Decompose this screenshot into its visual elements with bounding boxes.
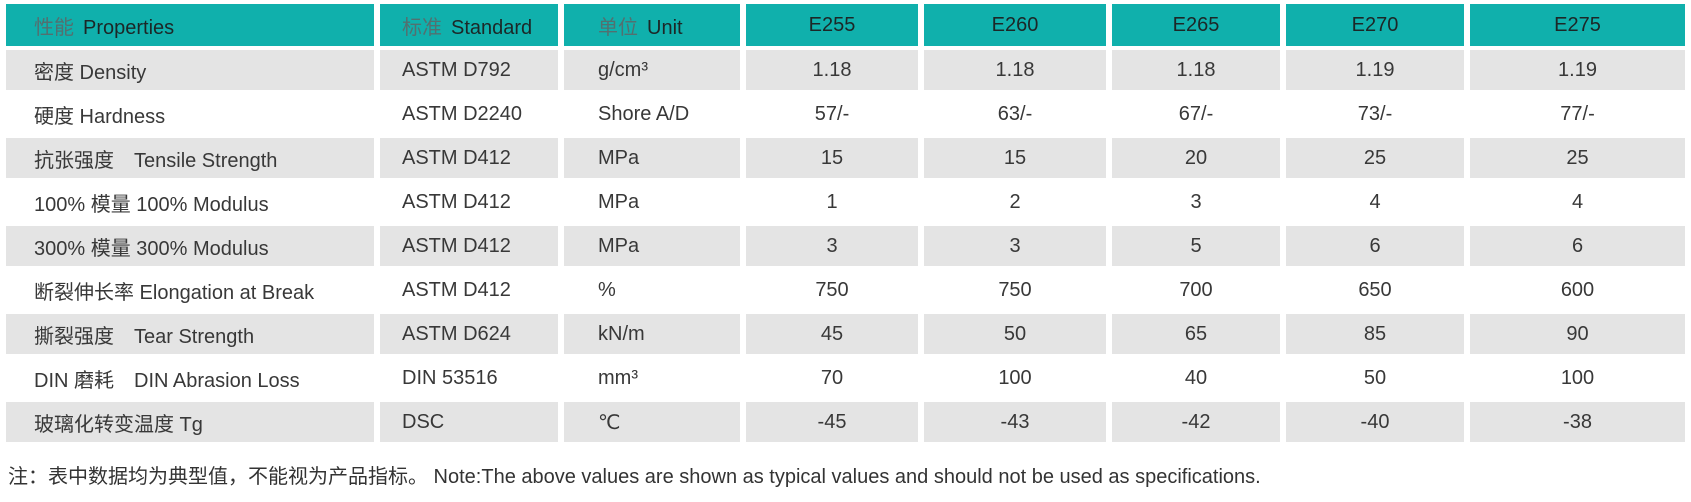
standard-cell: ASTM D624	[380, 314, 558, 354]
footnote: 注：表中数据均为典型值，不能视为产品指标。 Note:The above val…	[8, 466, 1261, 488]
table-row-300-modulus: 300% 模量 300% Modulus ASTM D412 MPa 3 3 5…	[6, 226, 1685, 266]
value-cell: 70	[746, 358, 918, 398]
value-cell: 100	[924, 358, 1106, 398]
header-cell-standard: 标准 Standard	[380, 4, 558, 46]
table-row-100-modulus: 100% 模量 100% Modulus ASTM D412 MPa 1 2 3…	[6, 182, 1685, 222]
table-row-tear-strength: 撕裂强度 Tear Strength ASTM D624 kN/m 45 50 …	[6, 314, 1685, 354]
property-cell: 硬度 Hardness	[6, 94, 374, 134]
value-cell: 45	[746, 314, 918, 354]
value-cell: -40	[1286, 402, 1464, 442]
value-cell: 25	[1286, 138, 1464, 178]
standard-cell: ASTM D2240	[380, 94, 558, 134]
header-cell-unit: 单位 Unit	[564, 4, 740, 46]
property-cell: DIN 磨耗 DIN Abrasion Loss	[6, 358, 374, 398]
value-cell: 73/-	[1286, 94, 1464, 134]
value-cell: 20	[1112, 138, 1280, 178]
value-cell: 750	[924, 270, 1106, 310]
value-cell: 50	[1286, 358, 1464, 398]
property-cell: 撕裂强度 Tear Strength	[6, 314, 374, 354]
value-cell: -42	[1112, 402, 1280, 442]
value-cell: 100	[1470, 358, 1685, 398]
value-cell: 50	[924, 314, 1106, 354]
value-cell: 6	[1286, 226, 1464, 266]
unit-cell: MPa	[564, 138, 740, 178]
header-cell-grade-e265: E265	[1112, 4, 1280, 46]
value-cell: 1.18	[746, 50, 918, 90]
unit-cell: MPa	[564, 182, 740, 222]
unit-cell: kN/m	[564, 314, 740, 354]
value-cell: 65	[1112, 314, 1280, 354]
spec-table: 性能 Properties 标准 Standard 单位 Unit E255 E260…	[6, 4, 1685, 442]
standard-label-zh: 标准	[402, 16, 442, 39]
header-row: 性能 Properties 标准 Standard 单位 Unit E255 E260…	[6, 4, 1685, 46]
standard-cell: ASTM D412	[380, 270, 558, 310]
value-cell: 6	[1470, 226, 1685, 266]
value-cell: -43	[924, 402, 1106, 442]
value-cell: -45	[746, 402, 918, 442]
table-row-din-abrasion: DIN 磨耗 DIN Abrasion Loss DIN 53516 mm³ 7…	[6, 358, 1685, 398]
value-cell: 15	[924, 138, 1106, 178]
unit-cell: mm³	[564, 358, 740, 398]
standard-cell: ASTM D412	[380, 182, 558, 222]
value-cell: 67/-	[1112, 94, 1280, 134]
property-cell: 100% 模量 100% Modulus	[6, 182, 374, 222]
property-cell: 抗张强度 Tensile Strength	[6, 138, 374, 178]
value-cell: 1.18	[924, 50, 1106, 90]
header-cell-properties: 性能 Properties	[6, 4, 374, 46]
value-cell: 750	[746, 270, 918, 310]
value-cell: 25	[1470, 138, 1685, 178]
value-cell: 15	[746, 138, 918, 178]
value-cell: 650	[1286, 270, 1464, 310]
table-row-elongation: 断裂伸长率 Elongation at Break ASTM D412 % 75…	[6, 270, 1685, 310]
value-cell: -38	[1470, 402, 1685, 442]
standard-cell: DIN 53516	[380, 358, 558, 398]
property-cell: 玻璃化转变温度 Tg	[6, 402, 374, 442]
value-cell: 57/-	[746, 94, 918, 134]
value-cell: 5	[1112, 226, 1280, 266]
value-cell: 2	[924, 182, 1106, 222]
table-row-density: 密度 Density ASTM D792 g/cm³ 1.18 1.18 1.1…	[6, 50, 1685, 90]
value-cell: 90	[1470, 314, 1685, 354]
unit-cell: MPa	[564, 226, 740, 266]
properties-label-en: Properties	[83, 16, 175, 39]
property-cell: 密度 Density	[6, 50, 374, 90]
value-cell: 3	[924, 226, 1106, 266]
standard-cell: ASTM D412	[380, 226, 558, 266]
value-cell: 1	[746, 182, 918, 222]
unit-cell: ℃	[564, 402, 740, 442]
unit-label-en: Unit	[647, 16, 683, 39]
value-cell: 63/-	[924, 94, 1106, 134]
value-cell: 3	[1112, 182, 1280, 222]
table-row-tg: 玻璃化转变温度 Tg DSC ℃ -45 -43 -42 -40 -38	[6, 402, 1685, 442]
header-cell-grade-e275: E275	[1470, 4, 1685, 46]
value-cell: 1.19	[1470, 50, 1685, 90]
value-cell: 3	[746, 226, 918, 266]
value-cell: 4	[1470, 182, 1685, 222]
property-cell: 断裂伸长率 Elongation at Break	[6, 270, 374, 310]
value-cell: 77/-	[1470, 94, 1685, 134]
value-cell: 4	[1286, 182, 1464, 222]
property-cell: 300% 模量 300% Modulus	[6, 226, 374, 266]
value-cell: 600	[1470, 270, 1685, 310]
header-cell-grade-e270: E270	[1286, 4, 1464, 46]
properties-label-zh: 性能	[34, 16, 74, 39]
value-cell: 85	[1286, 314, 1464, 354]
standard-cell: ASTM D412	[380, 138, 558, 178]
table-row-tensile-strength: 抗张强度 Tensile Strength ASTM D412 MPa 15 1…	[6, 138, 1685, 178]
standard-label-en: Standard	[451, 16, 533, 39]
standard-cell: DSC	[380, 402, 558, 442]
value-cell: 1.18	[1112, 50, 1280, 90]
unit-cell: %	[564, 270, 740, 310]
header-cell-grade-e255: E255	[746, 4, 918, 46]
value-cell: 1.19	[1286, 50, 1464, 90]
unit-label-zh: 单位	[598, 16, 638, 39]
header-cell-grade-e260: E260	[924, 4, 1106, 46]
value-cell: 700	[1112, 270, 1280, 310]
standard-cell: ASTM D792	[380, 50, 558, 90]
value-cell: 40	[1112, 358, 1280, 398]
unit-cell: Shore A/D	[564, 94, 740, 134]
table-row-hardness: 硬度 Hardness ASTM D2240 Shore A/D 57/- 63…	[6, 94, 1685, 134]
unit-cell: g/cm³	[564, 50, 740, 90]
